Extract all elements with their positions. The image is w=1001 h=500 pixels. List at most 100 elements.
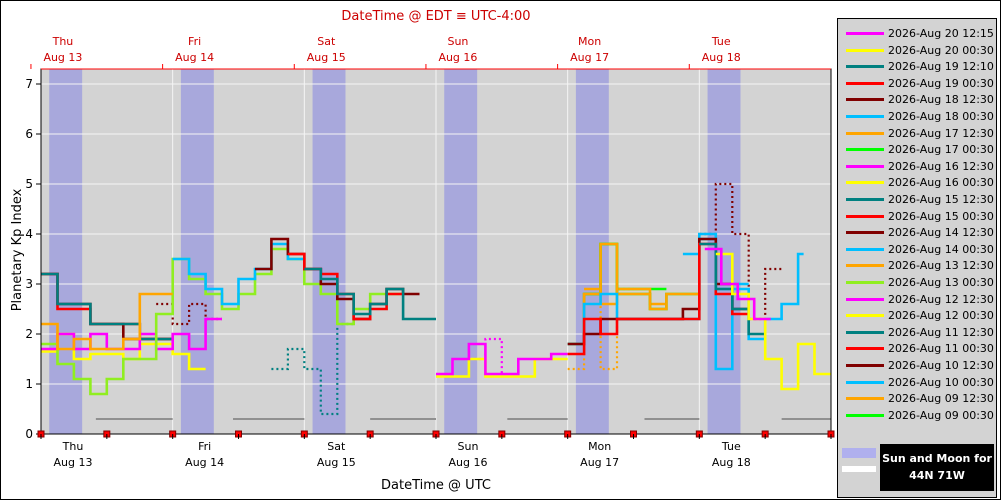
legend-item: 2026-Aug 14 00:30 [838, 242, 996, 258]
legend-swatch [846, 148, 884, 152]
legend-item: 2026-Aug 10 12:30 [838, 358, 996, 374]
legend-label: 2026-Aug 13 12:30 [888, 259, 994, 273]
legend-label: 2026-Aug 18 00:30 [888, 110, 994, 123]
legend-swatch [846, 264, 884, 268]
legend-swatch [846, 247, 884, 251]
top-day-label-1: Fri [188, 35, 201, 48]
series-line-9 [41, 292, 173, 351]
badge-line-2: 44N 71W [909, 469, 965, 482]
legend-item: 2026-Aug 10 00:30 [838, 375, 996, 391]
plot-area: 0 1 2 3 4 5 6 7 Thu Aug 13 Fri Aug 14 Sat Aug 15 Sun Au… [25, 35, 835, 469]
y-tick-label-5: 5 [25, 177, 33, 191]
legend-swatch [846, 98, 884, 102]
top-date-label-2: Aug 15 [307, 51, 346, 64]
y-axis-label: Planetary Kp Index [10, 188, 25, 311]
legend-label: 2026-Aug 10 12:30 [888, 359, 994, 372]
legend-swatch [846, 364, 884, 367]
series-line-2 [682, 232, 804, 341]
night-band-3 [444, 69, 478, 434]
legend-item: 2026-Aug 19 00:30 [838, 76, 996, 92]
legend-swatch [846, 281, 884, 284]
legend-swatch [846, 181, 884, 185]
legend-label: 2026-Aug 19 12:10 [888, 60, 994, 74]
legend-item: 2026-Aug 20 00:30 [838, 43, 996, 59]
bottom-date-label-1: Aug 14 [185, 456, 224, 469]
night-band-1 [180, 69, 214, 434]
legend-item: 2026-Aug 09 12:30 [838, 391, 996, 407]
legend-label: 2026-Aug 19 00:30 [888, 76, 994, 90]
legend-label: 2026-Aug 12 12:30 [888, 292, 994, 306]
series-line-22 [715, 252, 831, 391]
legend-swatch [846, 198, 884, 201]
bottom-date-label-4: Aug 17 [580, 456, 619, 469]
top-date-label-1: Aug 14 [175, 51, 214, 64]
legend-label: 2026-Aug 13 00:30 [888, 276, 994, 289]
legend-label: 2026-Aug 17 12:30 [888, 126, 994, 140]
legend-swatch [846, 297, 884, 301]
y-tick-label-1: 1 [25, 377, 33, 391]
bottom-date-label-0: Aug 13 [54, 456, 93, 469]
legend-label: 2026-Aug 11 12:30 [888, 325, 994, 339]
kp-index-chart: DateTime @ EDT ≡ UTC-4:00 DateTime @ UTC… [10, 9, 835, 493]
legend-swatch [846, 65, 884, 69]
legend-item: 2026-Aug 11 12:30 [838, 325, 996, 341]
badge-line-1: Sun and Moon for [882, 452, 992, 465]
legend-label: 2026-Aug 12 00:30 [888, 309, 994, 323]
legend-swatch [846, 214, 884, 218]
legend-label: 2026-Aug 14 12:30 [888, 226, 994, 240]
series-line-10 [172, 242, 305, 306]
legend-swatch [846, 330, 884, 334]
series-line-13 [304, 267, 436, 321]
legend-item: 2026-Aug 18 12:30 [838, 92, 996, 108]
legend-swatch [846, 48, 884, 52]
legend-label: 2026-Aug 16 00:30 [888, 176, 994, 190]
legend-label: 2026-Aug 20 12:15 [888, 27, 994, 40]
legend-item: 2026-Aug 17 00:30 [838, 142, 996, 158]
legend-label: 2026-Aug 20 00:30 [888, 43, 994, 57]
x-axis-label: DateTime @ UTC [381, 478, 491, 493]
legend-item: 2026-Aug 17 12:30 [838, 126, 996, 142]
top-date-label-0: Aug 13 [43, 51, 82, 64]
chart-title: DateTime @ EDT ≡ UTC-4:00 [341, 9, 530, 24]
bottom-date-label-3: Aug 16 [449, 456, 488, 469]
legend-item: 2026-Aug 13 00:30 [838, 275, 996, 291]
legend-label: 2026-Aug 09 00:30 [888, 408, 994, 422]
legend-swatch [846, 164, 884, 168]
top-date-label-5: Aug 18 [702, 51, 741, 64]
series-line-21 [699, 242, 766, 336]
legend-label: 2026-Aug 16 12:30 [888, 159, 994, 173]
dotted-series-3 [699, 182, 782, 321]
bottom-date-label-5: Aug 18 [712, 456, 751, 469]
bottom-day-label-1: Fri [198, 440, 211, 453]
night-band-2 [312, 69, 346, 434]
bottom-day-label-4: Mon [588, 440, 611, 453]
bottom-day-label-5: Tue [721, 440, 741, 453]
bottom-day-label-0: Thu [62, 440, 84, 453]
bottom-date-label-2: Aug 15 [317, 456, 356, 469]
y-tick-label-6: 6 [25, 127, 33, 141]
legend-label: 2026-Aug 15 12:30 [888, 193, 994, 206]
y-tick-label-4: 4 [25, 227, 33, 241]
series-line-15 [436, 342, 568, 376]
legend-label: 2026-Aug 11 00:30 [888, 342, 994, 356]
legend-swatch [846, 380, 884, 384]
legend-swatch [846, 131, 884, 135]
legend-swatch [846, 397, 884, 401]
series-line-20 [567, 242, 749, 356]
legend-swatch [846, 32, 884, 35]
legend-label: 2026-Aug 18 12:30 [888, 93, 994, 107]
legend-label: 2026-Aug 17 00:30 [888, 143, 994, 157]
legend-item: 2026-Aug 20 12:15 [838, 26, 996, 42]
dotted-series-2 [156, 302, 222, 326]
moon-swatch [842, 466, 876, 472]
y-tick-label-3: 3 [25, 277, 33, 291]
legend: 2026-Aug 20 12:15 2026-Aug 20 00:30 2026-A… [837, 18, 997, 498]
bottom-day-label-2: Sat [327, 440, 346, 453]
legend-item: 2026-Aug 15 00:30 [838, 209, 996, 225]
bottom-day-label-3: Sun [458, 440, 479, 453]
legend-item: 2026-Aug 12 00:30 [838, 308, 996, 324]
legend-label: 2026-Aug 14 00:30 [888, 242, 994, 256]
legend-item: 2026-Aug 13 12:30 [838, 258, 996, 274]
legend-item: 2026-Aug 09 00:30 [838, 408, 996, 424]
top-day-label-4: Mon [578, 35, 601, 48]
